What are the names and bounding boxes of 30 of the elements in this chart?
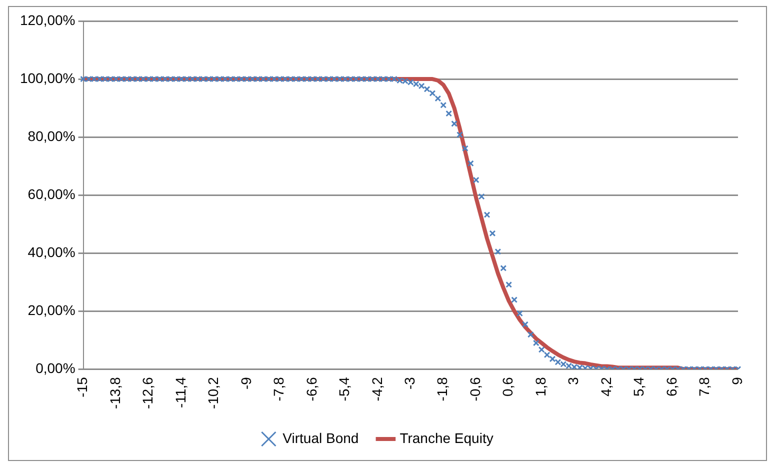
x-tick-label: 5,4 xyxy=(630,376,647,397)
y-tick-label: 80,00% xyxy=(28,128,76,144)
y-tick-label: 100,00% xyxy=(20,70,76,86)
y-tick-label: 60,00% xyxy=(28,186,76,202)
x-tick-label: -7,8 xyxy=(270,376,287,402)
x-tick-label: 0,6 xyxy=(500,376,516,397)
y-tick-label: 0,00% xyxy=(36,360,76,376)
x-tick-label: -4,2 xyxy=(368,376,385,402)
x-tick-label: -3 xyxy=(401,376,418,390)
x-tick-label: -0,6 xyxy=(466,376,483,402)
x-tick-label: -15 xyxy=(74,376,90,398)
y-tick-label: 120,00% xyxy=(20,12,76,28)
x-tick-label: 9 xyxy=(728,376,745,385)
x-tick-label: 7,8 xyxy=(696,376,712,397)
x-tick-label: 6,6 xyxy=(663,376,680,397)
x-tick-label: -1,8 xyxy=(434,376,450,402)
legend-label: Virtual Bond xyxy=(282,430,359,446)
x-tick-label: -10,2 xyxy=(205,376,222,410)
y-tick-label: 40,00% xyxy=(28,244,76,260)
x-tick-label: -6,6 xyxy=(303,376,320,402)
x-tick-label: -13,8 xyxy=(106,376,123,410)
x-tick-label: 3 xyxy=(565,376,582,385)
x-tick-label: 4,2 xyxy=(598,376,614,397)
x-tick-label: -12,6 xyxy=(140,376,156,410)
legend-label: Tranche Equity xyxy=(400,430,494,446)
x-tick-label: -11,4 xyxy=(172,376,188,408)
y-tick-label: 20,00% xyxy=(28,302,76,318)
x-tick-label: -5,4 xyxy=(336,376,352,402)
x-tick-label: -9 xyxy=(238,376,254,390)
x-tick-label: 1,8 xyxy=(532,376,548,397)
